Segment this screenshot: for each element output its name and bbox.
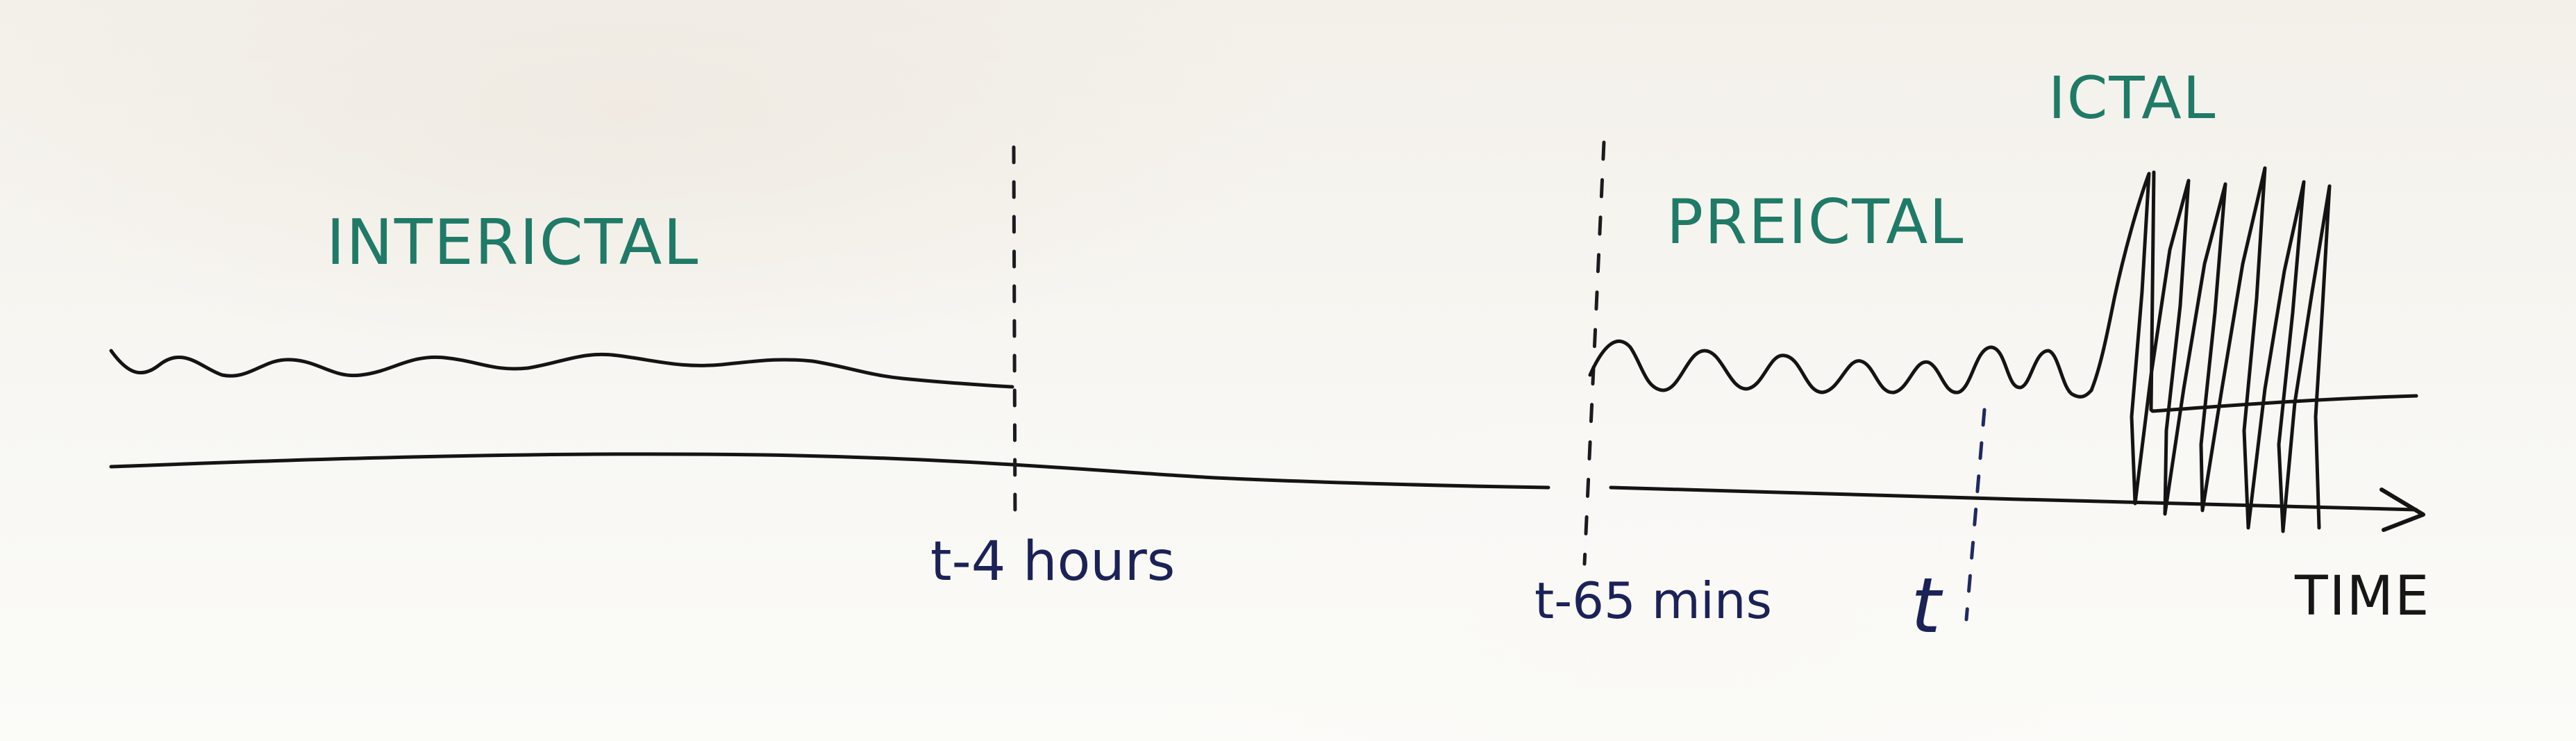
postictal-signal [2149, 170, 2418, 413]
marker-label-t-minus-65-mins: t-65 mins [1534, 572, 1772, 630]
phase-label-preictal: PREICTAL [1666, 186, 1964, 258]
time-axis-line-right [1609, 485, 2418, 512]
phase-label-ictal: ICTAL [2048, 64, 2216, 132]
marker-line-t-minus-65-mins [1582, 140, 1606, 566]
ictal-signal [2089, 166, 2332, 533]
time-axis-arrowhead [2380, 488, 2425, 532]
interictal-signal [109, 349, 1014, 389]
time-axis-line [109, 452, 1550, 490]
marker-label-t-minus-4-hours: t-4 hours [930, 531, 1175, 593]
phase-label-interictal: INTERICTAL [326, 206, 699, 279]
marker-label-t: t [1911, 561, 1943, 650]
axis-label-time: TIME [2294, 565, 2430, 628]
marker-line-t-minus-4-hours [1012, 145, 1017, 530]
preictal-signal [1588, 339, 2093, 399]
marker-line-t [1964, 408, 1987, 622]
